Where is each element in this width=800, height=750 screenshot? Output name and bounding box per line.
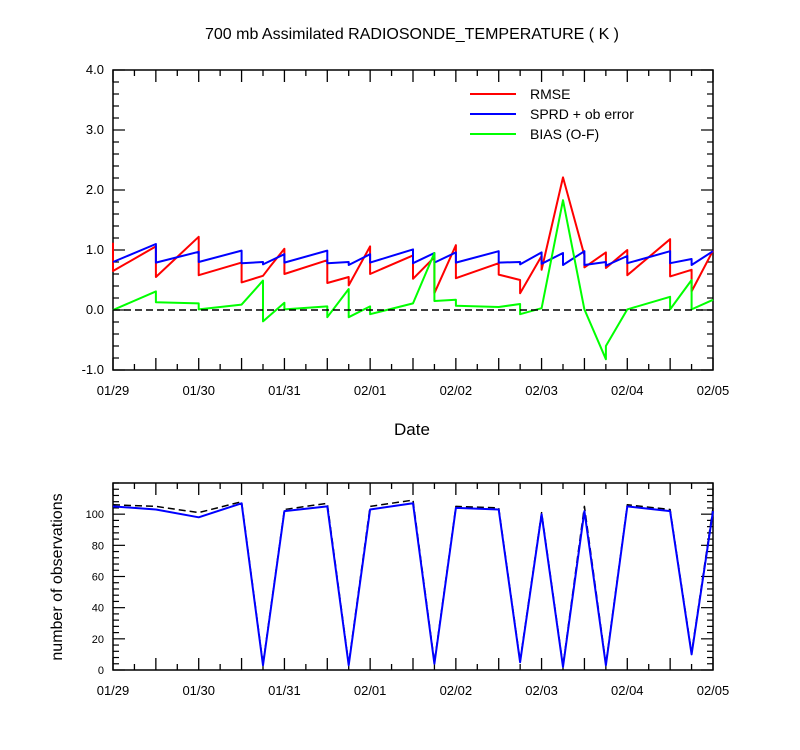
legend-label-sprd-ob-error: SPRD + ob error <box>530 106 634 122</box>
x-tick-label: 02/01 <box>354 383 387 398</box>
series-line-observations-assimilated <box>112 502 714 668</box>
legend-label-rmse: RMSE <box>530 86 570 102</box>
x-tick-label: 02/02 <box>440 683 473 698</box>
y-tick-label: -1.0 <box>82 362 104 377</box>
legend-label-bias-o-f: BIAS (O-F) <box>530 126 599 142</box>
y-tick-label: 20 <box>92 634 104 646</box>
y-tick-label: 2.0 <box>86 182 104 197</box>
y-tick-label: 80 <box>92 540 104 552</box>
series-line-sprd-ob-error <box>112 243 714 267</box>
y-tick-label: 60 <box>92 572 104 584</box>
x-tick-label: 02/02 <box>440 383 473 398</box>
x-tick-label: 01/31 <box>268 383 301 398</box>
x-tick-label: 02/04 <box>611 683 644 698</box>
x-axis-label: Date <box>394 420 430 439</box>
y-tick-label: 1.0 <box>86 242 104 257</box>
chart-title: 700 mb Assimilated RADIOSONDE_TEMPERATUR… <box>205 26 619 43</box>
bottom-chart: 01/29 01/30 01/31 02/01 02/02 02/03 02/04 02/05… <box>86 482 730 698</box>
x-tick-label: 02/05 <box>697 383 730 398</box>
y-tick-label: 0 <box>98 665 104 677</box>
x-tick-label: 01/30 <box>182 683 215 698</box>
x-tick-label: 02/01 <box>354 683 387 698</box>
x-tick-label: 02/03 <box>525 683 558 698</box>
x-tick-label: 02/04 <box>611 383 644 398</box>
x-tick-label: 02/05 <box>697 683 730 698</box>
series-line-rmse <box>112 176 714 295</box>
top-chart: 01/29 01/30 01/31 02/01 02/02 02/03 02/04 02/05… <box>82 62 730 398</box>
y-axis-label-observations: number of observations <box>49 493 66 660</box>
y-tick-label: 0.0 <box>86 302 104 317</box>
x-tick-label: 01/29 <box>97 683 130 698</box>
x-tick-label: 01/29 <box>97 383 130 398</box>
y-tick-label: 40 <box>92 603 104 615</box>
x-tick-label: 01/30 <box>182 383 215 398</box>
x-tick-label: 01/31 <box>268 683 301 698</box>
x-tick-label: 02/03 <box>525 383 558 398</box>
series-line-observations-total <box>112 499 714 667</box>
series-line-bias-o-f <box>112 199 714 361</box>
y-tick-label: 3.0 <box>86 122 104 137</box>
y-tick-label: 4.0 <box>86 62 104 77</box>
y-tick-label: 100 <box>86 509 104 521</box>
